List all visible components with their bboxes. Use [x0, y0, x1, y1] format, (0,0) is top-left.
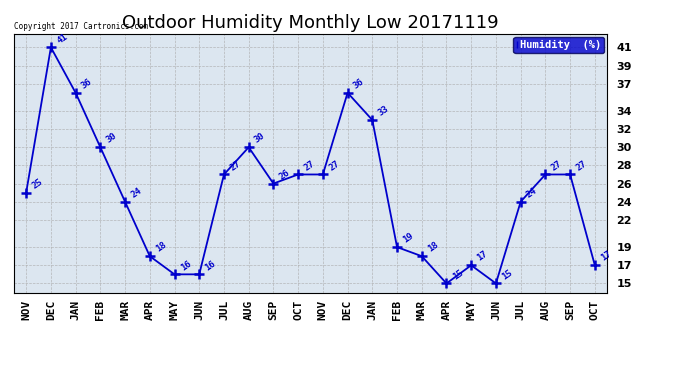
Text: 19: 19 [401, 231, 415, 245]
Text: 17: 17 [599, 249, 613, 263]
Text: 15: 15 [500, 268, 514, 281]
Text: 18: 18 [426, 240, 440, 254]
Text: 27: 27 [327, 159, 341, 172]
Text: 25: 25 [30, 177, 44, 190]
Text: 15: 15 [451, 268, 464, 281]
Text: 18: 18 [154, 240, 168, 254]
Text: 27: 27 [574, 159, 589, 172]
Title: Outdoor Humidity Monthly Low 20171119: Outdoor Humidity Monthly Low 20171119 [122, 14, 499, 32]
Text: 27: 27 [228, 159, 242, 172]
Text: 41: 41 [55, 32, 69, 45]
Text: 24: 24 [525, 186, 539, 200]
Text: Copyright 2017 Cartronics.com: Copyright 2017 Cartronics.com [14, 22, 148, 31]
Text: 17: 17 [475, 249, 489, 263]
Text: 27: 27 [302, 159, 316, 172]
Text: 30: 30 [253, 132, 267, 145]
Text: 24: 24 [129, 186, 144, 200]
Legend: Humidity  (%): Humidity (%) [513, 37, 604, 53]
Text: 16: 16 [179, 259, 193, 272]
Text: 30: 30 [104, 132, 119, 145]
Text: 16: 16 [204, 259, 217, 272]
Text: 36: 36 [352, 77, 366, 91]
Text: 27: 27 [549, 159, 564, 172]
Text: 33: 33 [377, 104, 391, 118]
Text: 36: 36 [80, 77, 94, 91]
Text: 26: 26 [277, 168, 292, 182]
